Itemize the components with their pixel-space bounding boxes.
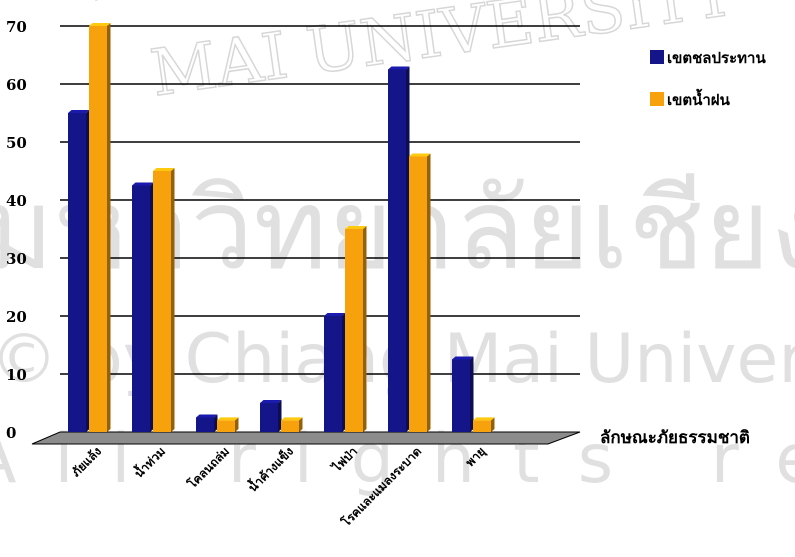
bar-front — [281, 420, 299, 432]
bar-side — [470, 356, 474, 432]
floor-layer — [31, 431, 581, 445]
bar-side — [86, 110, 90, 432]
bar — [388, 66, 410, 432]
y-tick-label: 0 — [6, 424, 16, 442]
bar-top — [281, 417, 303, 421]
bar — [196, 414, 218, 432]
bar-front — [452, 359, 470, 432]
bar-top — [89, 23, 111, 26]
bar-top — [324, 313, 346, 316]
bar — [409, 153, 431, 432]
y-tick-label: 10 — [6, 366, 27, 384]
x-axis-label: ลักษณะภัยธรรมชาติ — [600, 428, 750, 448]
bar-front — [473, 420, 491, 432]
y-tick-label: 60 — [6, 76, 27, 94]
bar-side — [107, 23, 111, 432]
y-tick-label: 40 — [6, 192, 27, 210]
bar-side — [214, 414, 218, 432]
bar-front — [324, 316, 342, 432]
bar-side — [342, 313, 346, 432]
y-tick-label: 70 — [6, 18, 27, 36]
bar-side — [491, 417, 495, 432]
chart-floor — [31, 431, 581, 445]
bar-side — [299, 417, 303, 432]
bar-top — [132, 182, 154, 186]
bar-front — [132, 185, 150, 432]
bar-side — [427, 153, 431, 432]
legend-label: เขตชลประทาน — [667, 49, 766, 67]
bar-top — [409, 153, 431, 157]
bar-front — [345, 229, 363, 432]
bar-front — [89, 26, 107, 432]
y-tick-label: 50 — [6, 134, 27, 152]
legend-swatch — [650, 50, 664, 64]
bar-front — [409, 156, 427, 432]
bar-side — [363, 226, 367, 432]
bar-top — [68, 110, 90, 113]
bar-top — [345, 226, 367, 229]
bar — [217, 417, 239, 432]
bar-front — [260, 403, 278, 432]
bar-top — [388, 66, 410, 70]
bar-top — [217, 417, 239, 421]
bar — [68, 110, 90, 432]
bar — [132, 182, 154, 432]
bar-side — [235, 417, 239, 432]
bar-side — [278, 400, 282, 432]
bar — [345, 226, 367, 432]
bar-top — [260, 400, 282, 403]
bar — [153, 168, 175, 432]
bar-top — [452, 356, 474, 360]
bar-front — [68, 113, 86, 432]
bar-top — [196, 414, 218, 418]
bar — [281, 417, 303, 432]
bar-front — [388, 69, 406, 432]
bar — [89, 23, 111, 432]
y-tick-label: 20 — [6, 308, 27, 326]
bar-top — [473, 417, 495, 421]
legend-label: เขตน้ำฝน — [667, 88, 731, 109]
bar-front — [217, 420, 235, 432]
bar — [260, 400, 282, 432]
y-tick-label: 30 — [6, 250, 27, 268]
bar-side — [150, 182, 154, 432]
bar — [473, 417, 495, 432]
bar-side — [171, 168, 175, 432]
bars-layer — [68, 23, 495, 432]
legend-swatch — [650, 92, 664, 106]
bar-front — [196, 417, 214, 432]
bar-top — [153, 168, 175, 171]
bar-side — [406, 66, 410, 432]
bar — [324, 313, 346, 432]
bar — [452, 356, 474, 432]
y-tick-labels: 0 10 20 30 40 50 60 70 — [6, 18, 27, 442]
bar-front — [153, 171, 171, 432]
